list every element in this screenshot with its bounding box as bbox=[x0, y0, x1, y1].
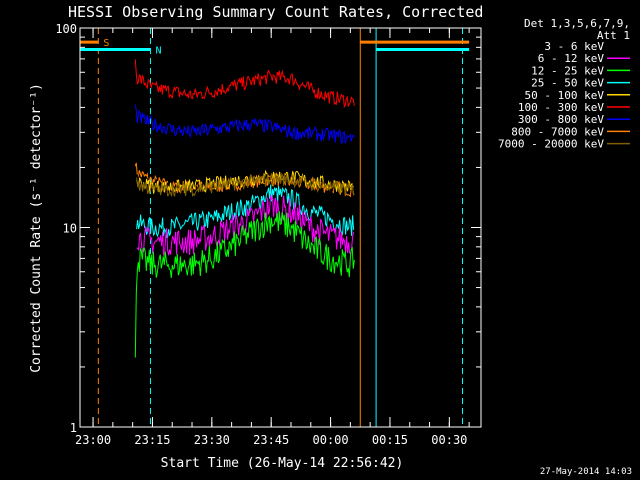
series-line-100-300kev bbox=[134, 59, 355, 109]
series-line-6-12kev bbox=[136, 194, 355, 257]
y-tick-label: 10 bbox=[63, 222, 77, 236]
detector-info-line2: Att 1 bbox=[597, 29, 630, 42]
series-line-25-50kev bbox=[136, 184, 355, 238]
footer-timestamp: 27-May-2014 14:03 bbox=[540, 467, 632, 477]
x-tick-label: 00:15 bbox=[372, 433, 408, 447]
chart-title: HESSI Observing Summary Count Rates, Cor… bbox=[68, 3, 483, 21]
x-axis-label: Start Time (26-May-14 22:56:42) bbox=[161, 456, 404, 471]
legend-label: 100 - 300 keV bbox=[518, 101, 604, 114]
y-axis: 1 10 100 bbox=[55, 22, 481, 435]
x-tick-label: 00:30 bbox=[431, 433, 467, 447]
legend-label: 12 - 25 keV bbox=[531, 64, 604, 77]
legend-label: 6 - 12 keV bbox=[538, 52, 605, 65]
x-tick-label: 23:15 bbox=[134, 433, 170, 447]
series-line-7000-20000kev bbox=[136, 172, 355, 197]
flag-marker-label: S bbox=[103, 38, 109, 49]
y-tick-label: 100 bbox=[55, 22, 77, 36]
x-tick-label: 00:00 bbox=[313, 433, 349, 447]
legend-label: 3 - 6 keV bbox=[544, 40, 604, 53]
x-axis: 23:00 23:15 23:30 23:45 00:00 00:15 00:30 bbox=[75, 28, 470, 447]
legend-label: 25 - 50 keV bbox=[531, 77, 604, 90]
x-tick-label: 23:45 bbox=[253, 433, 289, 447]
legend-label: 7000 - 20000 keV bbox=[498, 138, 604, 151]
legend-label: 800 - 7000 keV bbox=[511, 125, 604, 138]
x-tick-label: 23:30 bbox=[194, 433, 230, 447]
detector-info-line1: Det 1,3,5,6,7,9, bbox=[524, 17, 630, 30]
y-tick-label: 1 bbox=[70, 421, 77, 435]
x-tick-label: 23:00 bbox=[75, 433, 111, 447]
flag-marker-label: N bbox=[155, 46, 161, 57]
series-line-300-800kev bbox=[134, 104, 355, 145]
series-line-12-25kev bbox=[134, 211, 355, 358]
y-axis-label: Corrected Count Rate (s⁻¹ detector⁻¹) bbox=[29, 83, 44, 373]
legend-label: 300 - 800 keV bbox=[518, 113, 604, 126]
legend-label: 50 - 100 keV bbox=[525, 89, 605, 102]
